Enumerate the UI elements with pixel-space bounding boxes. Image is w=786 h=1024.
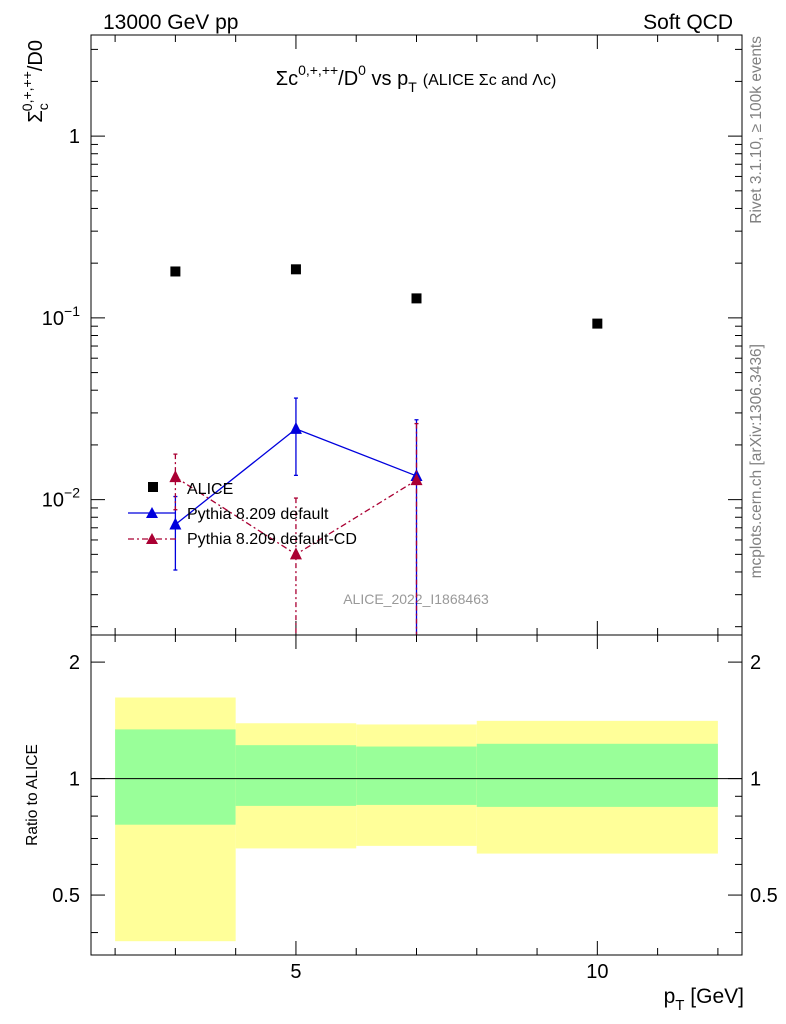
xlabel-sub: T (675, 997, 684, 1014)
main-y-label: Σc0,+,++/D0 (19, 40, 51, 123)
legend-marker-pythia-default (146, 507, 158, 518)
ylabel-sub: c (35, 103, 51, 110)
ratio-y-tick-label-left: 0.5 (52, 885, 80, 907)
main-title: Σc0,+,++/D0 vs pT (ALICE Σc and Λc) (276, 62, 557, 95)
ratio-x-label: pT [GeV] (664, 985, 744, 1014)
ratio-bands (115, 697, 718, 942)
ratio-band-inner (356, 746, 477, 805)
title-sub: T (408, 79, 417, 95)
ratio-x-tick-label: 10 (586, 961, 608, 983)
data-point-alice (290, 264, 301, 275)
main-y-tick-labels: 110−110−2 (42, 126, 80, 512)
ratio-y-tick-label-left: 2 (69, 652, 80, 674)
main-ticks (91, 35, 742, 635)
ratio-band-inner (235, 745, 357, 806)
ratio-tick-labels: 0.5 0.5 1 1 2 2 5 10 (52, 652, 778, 983)
ratio-band-inner (476, 743, 718, 807)
side-label-mcplots: mcplots.cern.ch [arXiv:1306.3436] (748, 344, 765, 578)
header-right: Soft QCD (643, 11, 733, 34)
data-point-pythia-default (169, 517, 182, 530)
ratio-y-tick-label-left: 1 (69, 769, 80, 791)
legend-label-pythia-cd: Pythia 8.209 default-CD (187, 531, 357, 548)
data-point-alice (170, 266, 181, 277)
data-point-pythia-cd (289, 547, 302, 560)
data-point-alice (592, 318, 603, 329)
main-y-tick-label: 10−1 (42, 303, 80, 330)
title-sup2: 0 (358, 62, 366, 78)
ratio-band-inner (115, 729, 236, 825)
data-point-pythia-default (289, 421, 302, 434)
series-layer (169, 264, 603, 635)
main-y-tick-base: 10 (42, 490, 64, 512)
legend-label-alice: ALICE (187, 481, 233, 498)
title-sup: 0,+,++ (298, 62, 338, 78)
title-mid: /D (338, 68, 358, 90)
legend-label-pythia-default: Pythia 8.209 default (187, 506, 329, 523)
ratio-y-tick-label-right: 1 (750, 769, 761, 791)
data-point-pythia-cd (410, 473, 423, 486)
ratio-y-tick-label-right: 0.5 (750, 885, 778, 907)
main-y-tick-label: 10−2 (42, 485, 80, 512)
ratio-plot: 0.5 0.5 1 1 2 2 5 10 Ratio to ALICE pT [GeV] (24, 634, 778, 1014)
title-paren: (ALICE Σc and Λc) (423, 72, 557, 89)
main-y-tick-label: 1 (69, 126, 80, 148)
legend: ALICE Pythia 8.209 default Pythia 8.209 … (128, 481, 357, 548)
ratio-y-tick-label-right: 2 (750, 652, 761, 674)
ylabel-sup: 0,+,++ (19, 71, 35, 111)
main-y-tick-exponent: −1 (64, 303, 80, 319)
main-y-tick-base: 10 (42, 308, 64, 330)
main-y-tick-exponent: −2 (64, 485, 80, 501)
legend-marker-alice (148, 482, 158, 492)
ratio-y-label: Ratio to ALICE (24, 744, 41, 846)
ratio-x-tick-label: 5 (290, 961, 301, 983)
side-label-rivet: Rivet 3.1.10, ≥ 100k events (748, 36, 765, 224)
ratio-ticks (91, 635, 742, 955)
data-point-pythia-cd (169, 470, 182, 483)
xlabel-p: p (664, 985, 676, 1008)
legend-marker-pythia-cd (146, 533, 158, 544)
main-plot: 110−110−2 Σc0,+,++/D0 vs pT (ALICE Σc and… (19, 34, 743, 636)
xlabel-rest: [GeV] (684, 985, 744, 1008)
ylabel-sigma: Σ (25, 110, 47, 122)
header-left: 13000 GeV pp (103, 11, 238, 34)
title-sigma: Σc (276, 68, 298, 90)
ylabel-rest: /D0 (25, 40, 47, 71)
data-point-alice (411, 293, 422, 304)
title-vs: vs p (366, 68, 408, 90)
